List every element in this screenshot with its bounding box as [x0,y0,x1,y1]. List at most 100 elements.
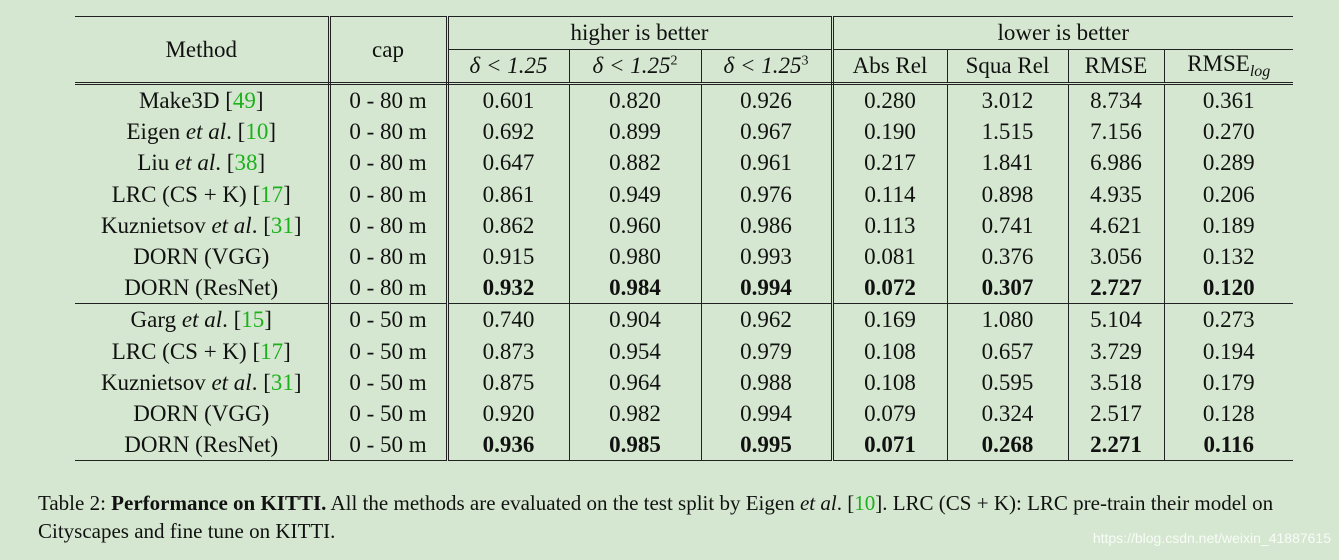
cell-abs-rel: 0.114 [832,178,948,210]
cell-rmse: 3.518 [1068,366,1165,398]
cell-delta2: 0.899 [569,116,702,148]
caption-citation-link[interactable]: 10 [854,491,876,515]
cell-cap: 0 - 50 m [329,397,449,430]
cell-cap: 0 - 50 m [329,303,449,336]
cell-delta3: 0.961 [701,147,834,179]
cell-rmse: 2.271 [1068,429,1165,462]
cell-method: DORN (ResNet) [75,272,331,305]
cell-squa-rel: 1.515 [947,116,1069,148]
table-row: DORN (ResNet) 0 - 50 m 0.936 0.985 0.995 0.07… [75,429,1293,462]
results-table: Method cap higher is better lower is bet… [75,16,1293,462]
cell-abs-rel: 0.108 [832,335,948,367]
cell-delta1: 0.932 [447,272,570,305]
cell-delta1: 0.692 [447,116,570,148]
citation-link[interactable]: 31 [270,369,294,395]
caption-label: Table 2: [38,491,112,515]
cell-method: LRC (CS + K) [17] [75,335,331,367]
cell-rmse-log: 0.189 [1202,212,1255,238]
cell-delta2: 0.904 [569,303,702,336]
cell-delta1: 0.873 [447,335,570,367]
cell-delta2: 0.984 [569,272,702,305]
cell-delta2: 0.985 [569,429,702,462]
cell-rmse: 3.729 [1068,335,1165,367]
cell-cap: 0 - 80 m [329,147,449,179]
caption-emphasis: et al [799,491,837,515]
cell-squa-rel: 0.657 [947,335,1069,367]
cell-rmse-log: 0.206 [1202,181,1255,207]
table-row: DORN (VGG) 0 - 50 m 0.920 0.982 0.994 0.079 0.… [75,397,1293,430]
cell-delta2: 0.980 [569,240,702,273]
cell-abs-rel: 0.190 [832,116,948,148]
cell-squa-rel: 0.324 [947,397,1069,430]
citation-link[interactable]: 49 [232,88,256,114]
cell-abs-rel: 0.108 [832,366,948,398]
cell-method: Liu et al. [38] [75,147,331,179]
cell-delta3: 0.994 [701,397,834,430]
cell-cap: 0 - 80 m [329,272,449,305]
cell-delta2: 0.960 [569,209,702,241]
table-row: Eigen et al. [10] 0 - 80 m 0.692 0.899 0.967… [75,116,1293,148]
cell-rmse: 8.734 [1068,83,1165,117]
cell-method: Make3D [49] [75,83,331,117]
cell-delta1: 0.915 [447,240,570,273]
cell-cap: 0 - 50 m [329,366,449,398]
cell-rmse-log: 0.179 [1202,369,1255,395]
citation-link[interactable]: 15 [241,307,265,333]
cell-method: Kuznietsov et al. [31] [75,209,331,241]
cell-delta3: 0.962 [701,303,834,336]
cell-abs-rel: 0.072 [832,272,948,305]
column-header-rmse: RMSE [1068,49,1165,85]
results-table-container: Method cap higher is better lower is bet… [75,16,1293,462]
citation-link[interactable]: 38 [234,150,258,176]
cell-delta1: 0.875 [447,366,570,398]
cell-abs-rel: 0.169 [832,303,948,336]
cell-rmse-log: 0.120 [1164,272,1293,305]
column-header-method: Method [75,16,331,85]
caption-title: Performance on KITTI. [111,491,327,515]
cell-delta3: 0.986 [701,209,834,241]
cell-rmse-log: 0.270 [1202,119,1255,145]
cell-delta3: 0.993 [701,240,834,273]
cell-delta1: 0.647 [447,147,570,179]
cell-delta1: 0.601 [447,83,570,117]
cell-rmse: 2.517 [1068,397,1165,430]
cell-rmse: 4.935 [1068,178,1165,210]
cell-delta1: 0.740 [447,303,570,336]
cell-cap: 0 - 50 m [329,429,449,462]
citation-link[interactable]: 31 [270,212,294,238]
citation-link[interactable]: 17 [260,338,284,364]
watermark-url: https://blog.csdn.net/weixin_41887615 [1092,530,1331,546]
cell-method: DORN (VGG) [75,397,331,430]
cell-rmse-log: 0.361 [1202,88,1255,114]
citation-link[interactable]: 17 [260,181,284,207]
cell-squa-rel: 0.595 [947,366,1069,398]
cell-delta3: 0.994 [701,272,834,305]
cell-squa-rel: 0.268 [947,429,1069,462]
table-row: Make3D [49] 0 - 80 m 0.601 0.820 0.926 0.280 3… [75,83,1293,117]
cell-squa-rel: 1.841 [947,147,1069,179]
cell-delta2: 0.982 [569,397,702,430]
cell-abs-rel: 0.280 [832,83,948,117]
cell-squa-rel: 0.376 [947,240,1069,273]
cell-rmse: 2.727 [1068,272,1165,305]
cell-abs-rel: 0.079 [832,397,948,430]
cell-delta3: 0.979 [701,335,834,367]
group-header-higher: higher is better [447,16,834,50]
table-row: Garg et al. [15] 0 - 50 m 0.740 0.904 0.962 0… [75,303,1293,336]
table-caption: Table 2: Performance on KITTI. All the m… [38,491,1274,543]
cell-rmse: 6.986 [1068,147,1165,179]
cell-delta3: 0.995 [701,429,834,462]
cell-cap: 0 - 80 m [329,178,449,210]
cell-method: Garg et al. [15] [75,303,331,336]
citation-link[interactable]: 10 [245,119,269,145]
cell-abs-rel: 0.081 [832,240,948,273]
cell-rmse: 7.156 [1068,116,1165,148]
cell-rmse-log: 0.273 [1202,307,1255,333]
group-header-lower: lower is better [832,16,1293,50]
cell-squa-rel: 3.012 [947,83,1069,117]
header-row-metrics: δ < 1.25 δ < 1.252 δ < 1.253 Abs Rel Squ… [75,49,1293,85]
caption-text: All the methods are evaluated on the tes… [326,491,800,515]
cell-abs-rel: 0.071 [832,429,948,462]
cell-delta1: 0.861 [447,178,570,210]
cell-delta2: 0.820 [569,83,702,117]
